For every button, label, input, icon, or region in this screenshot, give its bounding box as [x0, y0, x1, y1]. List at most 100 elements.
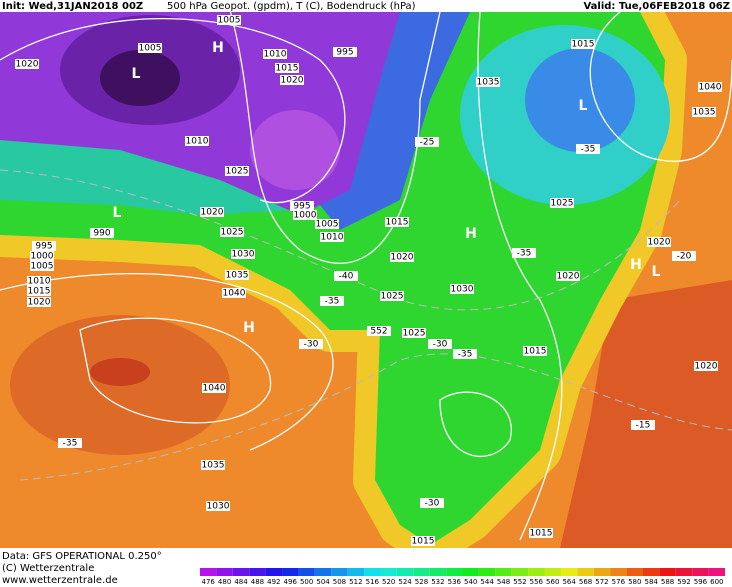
- map-label: 1000: [31, 252, 54, 262]
- label-box: [320, 296, 344, 306]
- map-label: 1035: [226, 271, 249, 281]
- color-swatch: [478, 568, 496, 576]
- label-box: [380, 291, 404, 301]
- map-label: 995: [293, 202, 310, 212]
- map-label: -35: [63, 439, 78, 449]
- colorbar-label: 540: [464, 578, 477, 586]
- label-box: [571, 39, 595, 49]
- map-label: 1010: [321, 233, 344, 243]
- label-box: [225, 166, 249, 176]
- init-time: Init: Wed,31JAN2018 00Z: [2, 1, 143, 12]
- data-source: Data: GFS OPERATIONAL 0.250°: [2, 551, 162, 562]
- label-box: [698, 82, 722, 92]
- colorbar-label: 536: [448, 578, 462, 586]
- label-box: [30, 251, 54, 261]
- colorbar-label: 476: [202, 578, 216, 586]
- label-box: [385, 217, 409, 227]
- colorbar-label: 560: [546, 578, 559, 586]
- label-box: [201, 460, 225, 470]
- header-bar: [0, 0, 732, 12]
- color-swatch: [282, 568, 299, 576]
- map-label: 1005: [31, 262, 54, 272]
- colorbar-label: 584: [644, 578, 658, 586]
- label-box: [220, 227, 244, 237]
- color-swatch: [626, 568, 643, 576]
- color-swatch: [692, 568, 709, 576]
- color-swatch: [314, 568, 332, 576]
- colorbar-label: 504: [316, 578, 330, 586]
- color-swatch: [446, 568, 463, 576]
- map-label: 1035: [202, 461, 225, 471]
- map-label: 995: [336, 48, 353, 58]
- color-swatch: [347, 568, 365, 576]
- colorbar-label: 528: [415, 578, 428, 586]
- colorbar-label: 568: [579, 578, 592, 586]
- color-swatch: [331, 568, 348, 576]
- map-label: -30: [425, 499, 440, 509]
- isobar: [79, 317, 272, 424]
- color-swatch: [462, 568, 479, 576]
- color-swatch: [610, 568, 627, 576]
- color-swatch: [429, 568, 447, 576]
- map-label: 1010: [186, 137, 209, 147]
- map-label: 1015: [28, 287, 51, 297]
- valid-time: Valid: Tue,06FEB2018 06Z: [583, 1, 730, 12]
- label-box: [225, 270, 249, 280]
- label-box: [320, 232, 344, 242]
- color-swatch: [216, 568, 233, 576]
- label-box: [206, 501, 230, 511]
- copyright: (C) Wetterzentrale: [2, 563, 94, 574]
- colorbar: 476 480 484 488 492 496 500 504 508 512 516 520 524 5…: [200, 568, 725, 586]
- colorbar-label: 532: [431, 578, 444, 586]
- colorbar-label: 492: [267, 578, 280, 586]
- color-swatch: [708, 568, 725, 576]
- map-label: 1040: [223, 289, 246, 299]
- colorbar-label: 480: [218, 578, 231, 586]
- url: www.wetterzentrale.de: [2, 575, 118, 586]
- colorbar-label: 572: [595, 578, 608, 586]
- colorbar-label: 556: [530, 578, 544, 586]
- map-label: 1040: [203, 384, 226, 394]
- warm-region: [560, 280, 732, 548]
- isobar: [229, 9, 441, 264]
- label-box: [293, 210, 317, 220]
- map-label: 1010: [28, 277, 51, 287]
- label-box: [523, 346, 547, 356]
- map-label: 1005: [316, 220, 339, 230]
- colorbar-label: 600: [710, 578, 723, 586]
- colorbar-label: 552: [513, 578, 526, 586]
- isobar: [0, 272, 334, 451]
- fields: 500 hPa Geopot. (gpdm), T (C), Bodendruc…: [167, 1, 416, 12]
- label-box: [415, 137, 439, 147]
- color-swatch: [544, 568, 561, 576]
- map-label: 1025: [403, 329, 426, 339]
- label-box: [647, 237, 671, 247]
- label-box: [694, 361, 718, 371]
- isobar: [477, 11, 563, 541]
- label-box: [333, 47, 357, 57]
- label-box: [390, 252, 414, 262]
- label-box: [202, 383, 226, 393]
- color-swatch: [642, 568, 660, 576]
- label-box: [185, 136, 209, 146]
- color-swatch: [380, 568, 397, 576]
- map-label: -35: [517, 249, 532, 259]
- label-box: [30, 261, 54, 271]
- map-label: 1020: [557, 272, 580, 282]
- label-box: [275, 63, 299, 73]
- pressure-center: H: [243, 320, 255, 336]
- map-label: 1035: [477, 78, 500, 88]
- label-box: [27, 297, 51, 307]
- map-label: 1020: [695, 362, 718, 372]
- color-swatch: [528, 568, 545, 576]
- label-box: [231, 249, 255, 259]
- pressure-center: L: [579, 98, 588, 114]
- color-swatch: [577, 568, 594, 576]
- label-box: [411, 536, 435, 546]
- colorbar-label: 512: [349, 578, 362, 586]
- map-label: 1015: [276, 64, 299, 74]
- isobar: [439, 391, 512, 457]
- color-swatch: [298, 568, 315, 576]
